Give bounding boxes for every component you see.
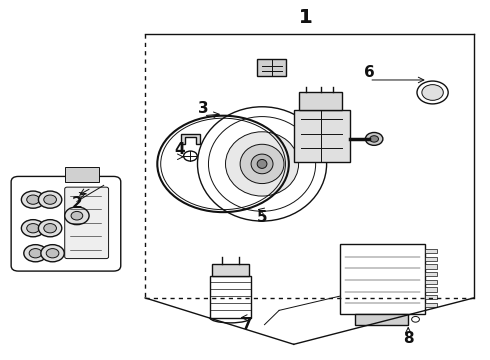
Circle shape bbox=[22, 191, 45, 208]
Circle shape bbox=[22, 220, 45, 237]
Ellipse shape bbox=[257, 159, 267, 168]
Ellipse shape bbox=[208, 117, 316, 211]
Bar bbox=[425, 257, 438, 261]
Bar bbox=[425, 272, 438, 276]
Bar bbox=[425, 295, 438, 299]
Ellipse shape bbox=[197, 107, 327, 221]
Bar bbox=[210, 276, 251, 318]
Circle shape bbox=[366, 132, 383, 145]
Circle shape bbox=[422, 85, 443, 100]
Ellipse shape bbox=[225, 132, 298, 196]
Circle shape bbox=[38, 191, 62, 208]
Text: 1: 1 bbox=[299, 8, 313, 27]
Bar bbox=[355, 314, 408, 325]
Bar bbox=[298, 93, 343, 111]
Circle shape bbox=[46, 249, 59, 258]
Text: 5: 5 bbox=[257, 210, 268, 225]
Circle shape bbox=[38, 220, 62, 237]
Bar bbox=[340, 244, 425, 314]
Bar bbox=[425, 249, 438, 253]
Bar bbox=[65, 167, 99, 182]
Bar bbox=[294, 111, 350, 162]
Circle shape bbox=[27, 224, 39, 233]
Text: 3: 3 bbox=[198, 101, 209, 116]
Circle shape bbox=[24, 245, 47, 262]
Text: 6: 6 bbox=[364, 65, 375, 80]
Bar bbox=[425, 264, 438, 269]
Circle shape bbox=[71, 211, 83, 220]
Circle shape bbox=[41, 245, 64, 262]
Bar bbox=[257, 59, 287, 76]
Circle shape bbox=[27, 195, 39, 204]
Text: 2: 2 bbox=[72, 196, 82, 211]
Bar bbox=[212, 264, 249, 276]
Circle shape bbox=[44, 195, 56, 204]
Bar bbox=[425, 287, 438, 292]
Circle shape bbox=[417, 81, 448, 104]
Text: 7: 7 bbox=[242, 317, 253, 332]
Circle shape bbox=[370, 136, 378, 142]
Circle shape bbox=[184, 151, 197, 161]
Bar bbox=[425, 280, 438, 284]
Ellipse shape bbox=[240, 144, 284, 184]
Ellipse shape bbox=[251, 154, 273, 174]
Text: 4: 4 bbox=[174, 142, 185, 157]
Circle shape bbox=[65, 207, 89, 225]
Text: 8: 8 bbox=[403, 332, 414, 346]
Text: 1: 1 bbox=[299, 8, 313, 27]
Circle shape bbox=[412, 316, 419, 322]
Circle shape bbox=[44, 224, 56, 233]
FancyBboxPatch shape bbox=[65, 187, 109, 258]
FancyBboxPatch shape bbox=[11, 176, 121, 271]
Polygon shape bbox=[181, 134, 200, 144]
Bar bbox=[425, 302, 438, 307]
Circle shape bbox=[29, 249, 42, 258]
